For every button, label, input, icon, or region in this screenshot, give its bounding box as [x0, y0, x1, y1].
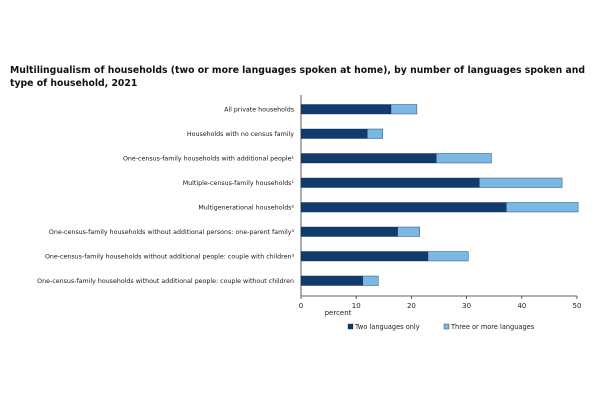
bar-two-languages — [300, 251, 429, 262]
legend: Two languages only Three or more language… — [347, 323, 535, 331]
bar-two-languages — [300, 104, 392, 115]
bar-three-or-more-languages — [506, 202, 579, 213]
bar-three-or-more-languages — [397, 226, 420, 237]
x-tick-label: 10 — [352, 302, 361, 310]
category-label: Multiple-census-family households¹ — [183, 180, 295, 187]
x-tick-label: 40 — [517, 302, 526, 310]
x-tick-label: 50 — [573, 302, 582, 310]
bar-two-languages — [300, 128, 368, 139]
x-tick-label: 0 — [299, 302, 303, 310]
category-label: All private households — [224, 106, 294, 113]
category-label: One-census-family households with additi… — [123, 155, 295, 162]
bar-three-or-more-languages — [479, 177, 563, 188]
category-label: One-census-family households without add… — [37, 278, 294, 285]
category-labels: All private households Households with no… — [37, 106, 294, 285]
x-tick-label: 30 — [462, 302, 471, 310]
x-tick-label: 20 — [407, 302, 416, 310]
legend-label: Two languages only — [354, 323, 420, 331]
bar-two-languages — [300, 202, 507, 213]
bar-three-or-more-languages — [436, 153, 492, 164]
category-label: Multigenerational households² — [198, 204, 294, 211]
bar-two-languages — [300, 177, 480, 188]
bar-two-languages — [300, 275, 364, 286]
legend-swatch — [443, 323, 450, 330]
legend-label: Three or more languages — [450, 323, 535, 331]
bars-layer — [300, 104, 579, 286]
bar-three-or-more-languages — [367, 128, 383, 139]
bar-three-or-more-languages — [390, 104, 418, 115]
legend-swatch — [347, 323, 354, 330]
x-axis-label: percent — [325, 309, 352, 317]
bar-three-or-more-languages — [427, 251, 469, 262]
category-label: One-census-family households without add… — [49, 229, 295, 236]
chart-title: Multilingualism of households (two or mo… — [10, 65, 586, 89]
category-label: Households with no census family — [187, 131, 294, 138]
bar-two-languages — [300, 226, 398, 237]
x-axis: 0 10 20 30 40 50 — [299, 95, 582, 310]
bar-two-languages — [300, 153, 437, 164]
category-label: One-census-family households without add… — [45, 253, 295, 260]
bar-three-or-more-languages — [362, 275, 379, 286]
